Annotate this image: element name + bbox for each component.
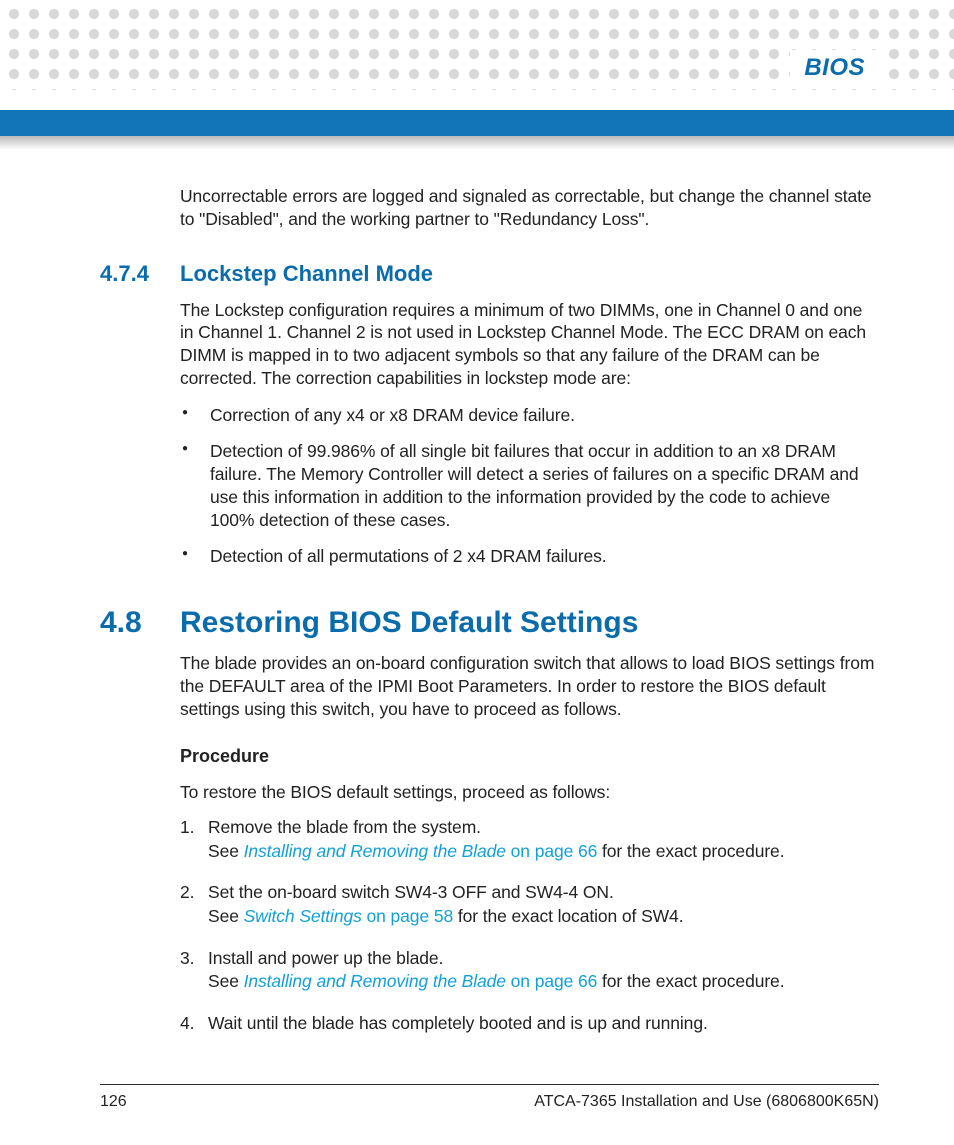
step-text: Remove the blade from the system. [208,817,481,837]
link-page: on page 66 [506,841,597,861]
link-title: Installing and Removing the Blade [244,841,506,861]
step-text: See [208,906,244,926]
step-text: Wait until the blade has completely boot… [208,1013,708,1033]
procedure-steps: Remove the blade from the system. See In… [180,816,879,1035]
step-text: for the exact procedure. [597,841,784,861]
content-area: Uncorrectable errors are logged and sign… [100,185,879,1067]
section-number-48: 4.8 [100,606,180,640]
step-text: See [208,841,244,861]
link-title: Installing and Removing the Blade [244,971,506,991]
section-474-paragraph: The Lockstep configuration requires a mi… [180,299,879,390]
section-title-48: Restoring BIOS Default Settings [180,606,638,640]
list-item: Detection of 99.986% of all single bit f… [180,440,879,531]
step-text: See [208,971,244,991]
link-title: Switch Settings [244,906,362,926]
list-item: Detection of all permutations of 2 x4 DR… [180,545,879,568]
list-item: Correction of any x4 or x8 DRAM device f… [180,404,879,427]
list-item: Wait until the blade has completely boot… [180,1012,879,1036]
section-48-paragraph: The blade provides an on-board configura… [180,652,879,720]
page-container: BIOS Uncorrectable errors are logged and… [0,0,954,1145]
section-title-474: Lockstep Channel Mode [180,261,433,287]
procedure-intro: To restore the BIOS default settings, pr… [180,781,879,804]
intro-paragraph-continued: Uncorrectable errors are logged and sign… [180,185,879,231]
step-text: for the exact procedure. [597,971,784,991]
list-item: Install and power up the blade. See Inst… [180,947,879,994]
step-text: Install and power up the blade. [208,948,443,968]
cross-reference-link[interactable]: Installing and Removing the Blade on pag… [244,841,598,861]
link-page: on page 58 [362,906,453,926]
step-text: Set the on-board switch SW4-3 OFF and SW… [208,882,614,902]
list-item: Set the on-board switch SW4-3 OFF and SW… [180,881,879,928]
running-header-title: BIOS [804,54,865,81]
document-title: ATCA-7365 Installation and Use (6806800K… [534,1093,879,1111]
cross-reference-link[interactable]: Switch Settings on page 58 [244,906,454,926]
header-shadow [0,136,954,150]
list-item: Remove the blade from the system. See In… [180,816,879,863]
procedure-subheading: Procedure [180,746,879,767]
header-blue-bar [0,110,954,136]
cross-reference-link[interactable]: Installing and Removing the Blade on pag… [244,971,598,991]
running-header-box: BIOS [790,50,879,86]
link-page: on page 66 [506,971,597,991]
section-heading-48: 4.8 Restoring BIOS Default Settings [100,606,879,640]
section-number-474: 4.7.4 [100,261,180,287]
page-footer: 126 ATCA-7365 Installation and Use (6806… [100,1084,879,1111]
step-text: for the exact location of SW4. [453,906,683,926]
section-474-bullet-list: Correction of any x4 or x8 DRAM device f… [180,404,879,569]
section-heading-474: 4.7.4 Lockstep Channel Mode [100,261,879,287]
page-number: 126 [100,1093,127,1111]
